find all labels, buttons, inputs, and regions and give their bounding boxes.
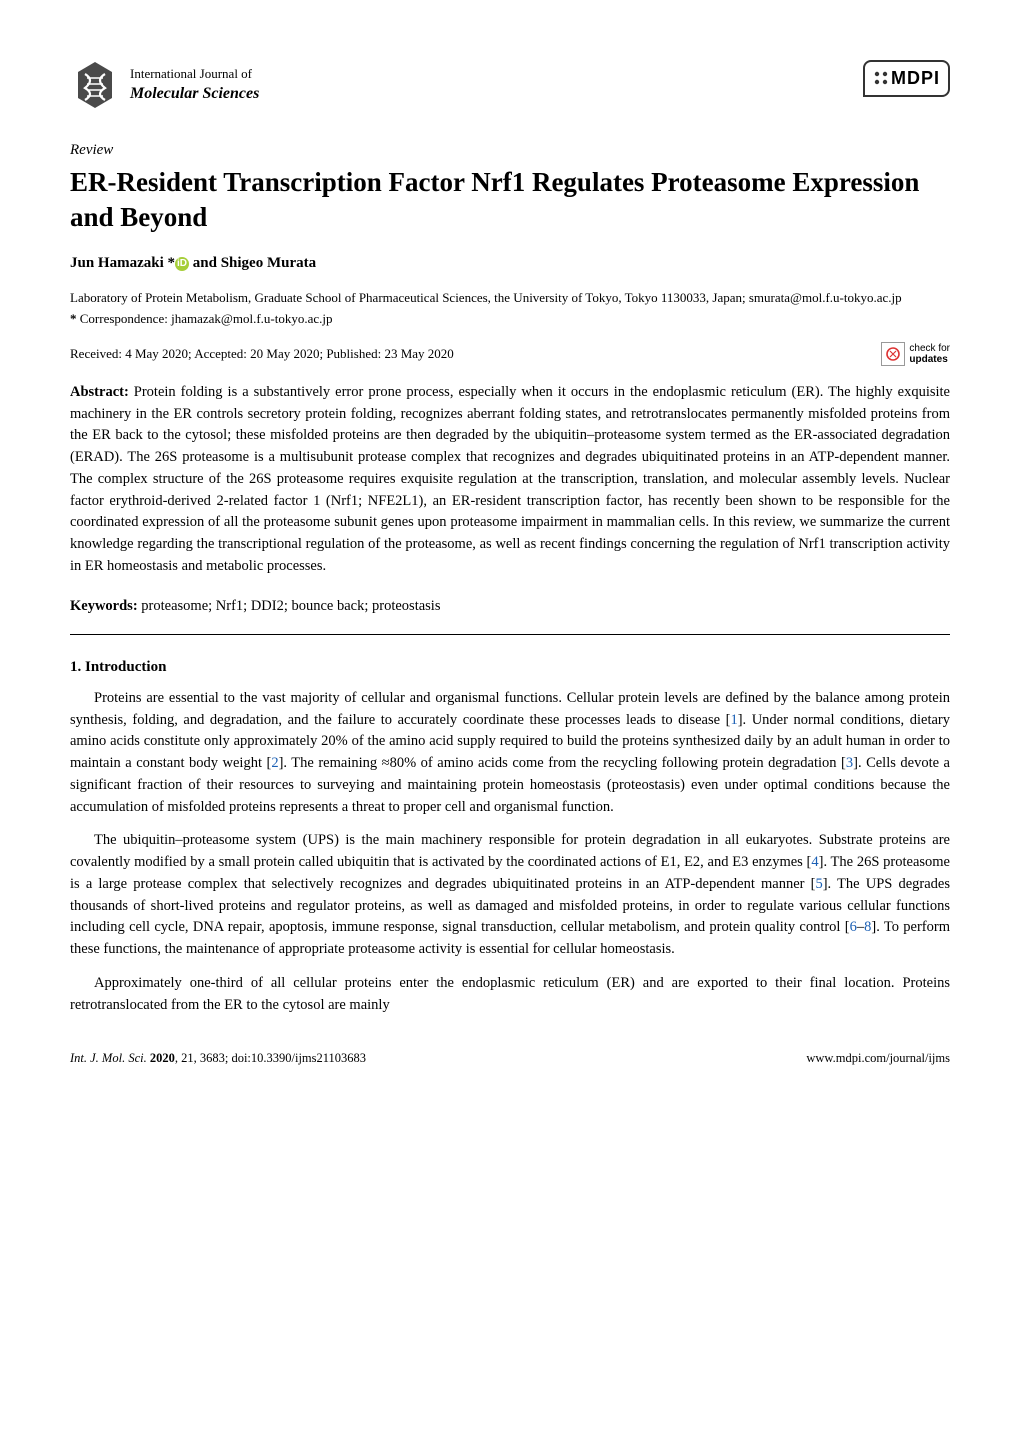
ref-6[interactable]: 6 <box>850 919 857 935</box>
affiliation: Laboratory of Protein Metabolism, Gradua… <box>70 288 950 308</box>
author-1: Jun Hamazaki * <box>70 255 175 271</box>
abstract-label: Abstract: <box>70 384 129 400</box>
correspondence-text: Correspondence: jhamazak@mol.f.u-tokyo.a… <box>80 311 333 326</box>
intro-para-2: The ubiquitin–proteasome system (UPS) is… <box>70 830 950 961</box>
abstract-text: Protein folding is a substantively error… <box>70 384 950 574</box>
journal-name-line1: International Journal of <box>130 65 259 83</box>
updates-line2: updates <box>909 354 950 365</box>
intro-para-1: Proteins are essential to the vast major… <box>70 688 950 819</box>
author-2: Shigeo Murata <box>221 255 316 271</box>
publisher-logo: MDPI <box>863 60 950 97</box>
article-type: Review <box>70 140 950 161</box>
journal-name: International Journal of Molecular Scien… <box>130 65 259 106</box>
footer-right[interactable]: www.mdpi.com/journal/ijms <box>806 1050 950 1068</box>
abstract: Abstract: Protein folding is a substanti… <box>70 382 950 578</box>
journal-logo-block: International Journal of Molecular Scien… <box>70 60 259 110</box>
correspondence: * Correspondence: jhamazak@mol.f.u-tokyo… <box>70 310 950 328</box>
orcid-icon[interactable]: iD <box>175 257 189 271</box>
dates-row: Received: 4 May 2020; Accepted: 20 May 2… <box>70 342 950 366</box>
ref-4[interactable]: 4 <box>811 854 818 870</box>
footer-left: Int. J. Mol. Sci. 2020, 21, 3683; doi:10… <box>70 1050 366 1068</box>
publisher-name: MDPI <box>891 66 940 91</box>
publisher-logo-icon <box>873 70 889 88</box>
check-updates-text: check for updates <box>909 343 950 365</box>
ref-1[interactable]: 1 <box>730 712 737 728</box>
footer-year: 2020 <box>150 1051 175 1065</box>
publication-dates: Received: 4 May 2020; Accepted: 20 May 2… <box>70 345 454 363</box>
ref-5[interactable]: 5 <box>815 876 822 892</box>
correspondence-star: * <box>70 311 77 326</box>
footer-journal: Int. J. Mol. Sci. <box>70 1051 150 1065</box>
ref-2[interactable]: 2 <box>271 755 278 771</box>
section-divider <box>70 634 950 635</box>
keywords: Keywords: proteasome; Nrf1; DDI2; bounce… <box>70 596 950 616</box>
page-footer: Int. J. Mol. Sci. 2020, 21, 3683; doi:10… <box>70 1050 950 1068</box>
author-and: and <box>189 255 221 271</box>
updates-line1: check for <box>909 343 950 354</box>
journal-name-line2: Molecular Sciences <box>130 83 259 105</box>
footer-citation: , 21, 3683; doi:10.3390/ijms21103683 <box>175 1051 366 1065</box>
keywords-text: proteasome; Nrf1; DDI2; bounce back; pro… <box>138 598 441 614</box>
journal-logo-icon <box>70 60 120 110</box>
p1-text-c: ]. The remaining ≈80% of amino acids com… <box>279 755 846 771</box>
check-updates-badge[interactable]: check for updates <box>881 342 950 366</box>
section-heading-1: 1. Introduction <box>70 657 950 678</box>
article-title: ER-Resident Transcription Factor Nrf1 Re… <box>70 165 950 235</box>
intro-para-3: Approximately one-third of all cellular … <box>70 973 950 1017</box>
authors-line: Jun Hamazaki *iD and Shigeo Murata <box>70 253 950 274</box>
page-header: International Journal of Molecular Scien… <box>70 60 950 110</box>
keywords-label: Keywords: <box>70 598 138 614</box>
check-updates-icon <box>881 342 905 366</box>
